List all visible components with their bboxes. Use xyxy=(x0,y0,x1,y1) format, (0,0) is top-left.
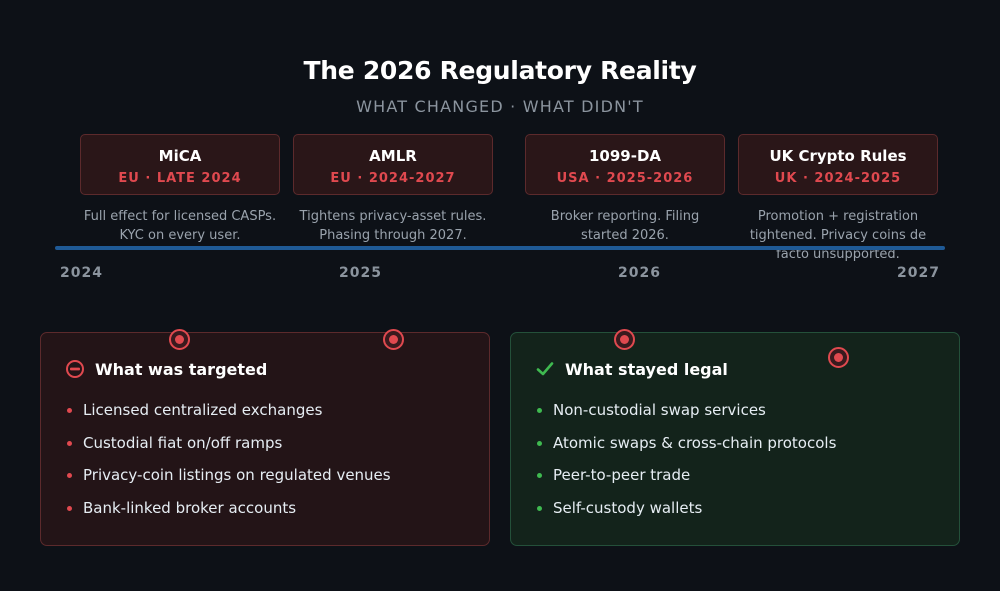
checkmark-icon xyxy=(536,362,554,376)
list-item-text: Licensed centralized exchanges xyxy=(83,401,323,419)
list-item: Atomic swaps & cross-chain protocols xyxy=(537,434,836,467)
bullet-dot xyxy=(537,408,542,413)
page-title: The 2026 Regulatory Reality xyxy=(303,56,697,85)
year-label: 2027 xyxy=(897,265,940,281)
bullet-dot xyxy=(67,505,72,511)
list-item-text: Non-custodial swap services xyxy=(553,401,766,419)
list-item: Non-custodial swap services xyxy=(537,401,836,434)
bullet-dot xyxy=(537,473,542,478)
list-item-text: Self-custody wallets xyxy=(553,498,703,517)
list-item-text: Atomic swaps & cross-chain protocols xyxy=(553,433,837,452)
list-item: Licensed centralized exchanges xyxy=(67,401,391,434)
list-item: Peer-to-peer trade xyxy=(537,466,836,499)
bullet-dot xyxy=(537,505,542,511)
regulation-description: Tightens privacy-asset rules. Phasing th… xyxy=(299,209,487,243)
regulation-name: AMLR xyxy=(369,147,417,165)
bullet-dot xyxy=(67,473,72,478)
list-item-text: Privacy-coin listings on regulated venue… xyxy=(83,466,391,484)
regulation-card-mica: MiCA EU · LATE 2024 xyxy=(80,134,280,195)
list-item-text: Bank-linked broker accounts xyxy=(83,498,297,517)
regulation-card-uk: UK Crypto Rules UK · 2024-2025 xyxy=(738,134,938,195)
bullet-dot xyxy=(67,408,72,413)
legal-title: What stayed legal xyxy=(565,359,728,379)
target-marker-icon xyxy=(383,329,404,350)
bullet-dot xyxy=(537,440,542,446)
list-item: Privacy-coin listings on regulated venue… xyxy=(67,466,391,499)
legal-header: What stayed legal xyxy=(535,359,728,379)
year-label: 2025 xyxy=(339,265,382,281)
regulation-description: Full effect for licensed CASPs. KYC on e… xyxy=(83,209,277,243)
regulation-card-1099da: 1099-DA USA · 2025-2026 xyxy=(525,134,725,195)
regulation-meta: EU · 2024-2027 xyxy=(330,171,456,186)
regulation-name: UK Crypto Rules xyxy=(769,147,907,165)
page-subtitle: WHAT CHANGED · WHAT DIDN'T xyxy=(356,97,644,116)
target-marker-icon xyxy=(614,329,635,350)
regulation-description: Broker reporting. Filing started 2026. xyxy=(550,209,700,243)
target-marker-icon xyxy=(169,329,190,350)
list-item: Custodial fiat on/off ramps xyxy=(67,434,391,467)
regulation-name: MiCA xyxy=(158,147,202,165)
list-item: Self-custody wallets xyxy=(537,499,836,532)
legal-list: Non-custodial swap services Atomic swaps… xyxy=(537,401,836,531)
no-entry-icon xyxy=(66,360,84,378)
targeted-panel: What was targeted Licensed centralized e… xyxy=(40,332,490,546)
targeted-title: What was targeted xyxy=(95,359,268,379)
timeline-bar xyxy=(55,246,945,250)
bullet-dot xyxy=(67,440,72,446)
list-item-text: Custodial fiat on/off ramps xyxy=(83,433,283,452)
list-item: Bank-linked broker accounts xyxy=(67,499,391,532)
legal-panel: What stayed legal Non-custodial swap ser… xyxy=(510,332,960,546)
target-marker-icon xyxy=(828,347,849,368)
targeted-header: What was targeted xyxy=(65,359,267,379)
regulation-meta: EU · LATE 2024 xyxy=(118,171,242,186)
targeted-list: Licensed centralized exchanges Custodial… xyxy=(67,401,391,531)
regulation-card-amlr: AMLR EU · 2024-2027 xyxy=(293,134,493,195)
year-label: 2024 xyxy=(60,265,103,281)
list-item-text: Peer-to-peer trade xyxy=(553,466,691,484)
regulation-meta: UK · 2024-2025 xyxy=(774,171,902,186)
regulation-name: 1099-DA xyxy=(588,147,662,165)
regulation-description: Promotion + registration tightened. Priv… xyxy=(749,209,927,262)
regulation-meta: USA · 2025-2026 xyxy=(556,171,694,186)
year-label: 2026 xyxy=(618,265,661,281)
